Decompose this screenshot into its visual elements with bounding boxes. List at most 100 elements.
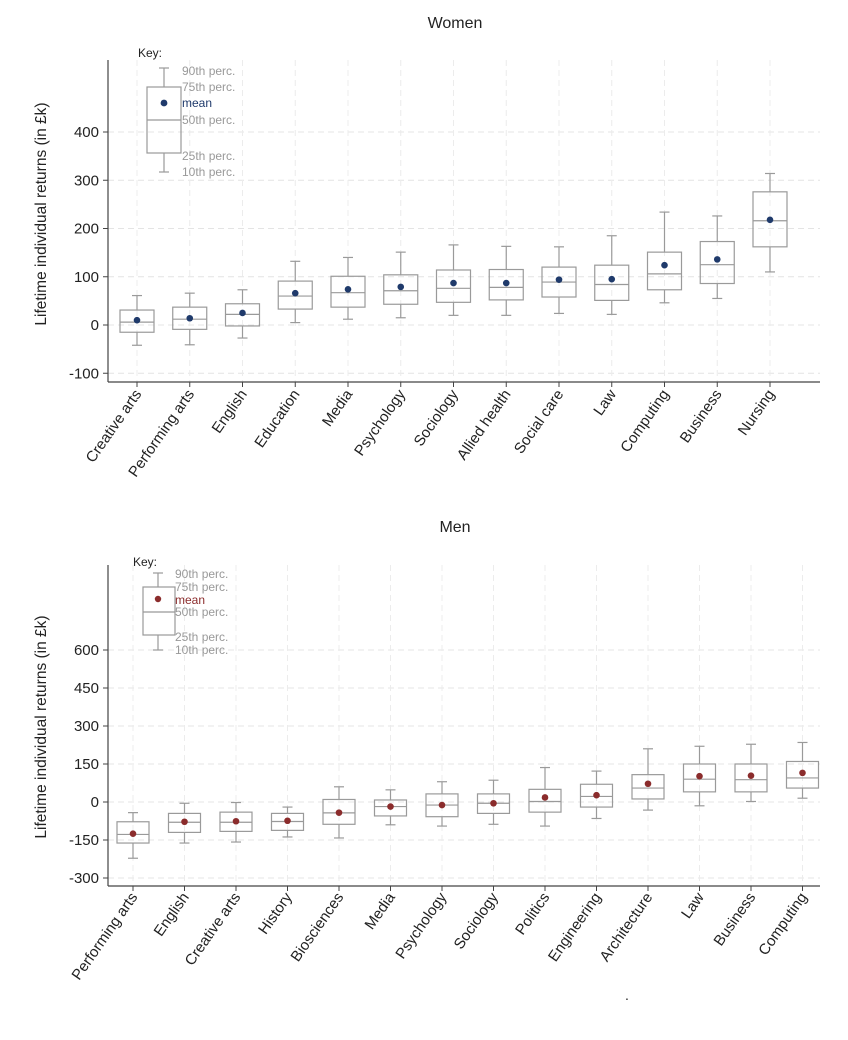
- women-key-p75: 75th perc.: [182, 80, 235, 94]
- men-boxes: [116, 741, 820, 859]
- men-x-tick-label: English: [151, 890, 193, 940]
- men-box-architecture: [631, 748, 665, 811]
- men-box-creative-arts: [219, 801, 253, 843]
- women-x-tick-label: Nursing: [735, 387, 779, 439]
- men-x-tick-label: Media: [361, 889, 399, 933]
- women-x-tick-label: Computing: [617, 387, 673, 456]
- men-y-tick-label: 150: [74, 756, 99, 773]
- women-x-tick-label: Law: [590, 386, 620, 418]
- men-y-tick-label: -150: [69, 832, 99, 849]
- men-box-law: [682, 745, 717, 807]
- mean-dot: [335, 809, 343, 816]
- mean-dot: [502, 279, 510, 287]
- men-key-p50: 50th perc.: [175, 605, 228, 619]
- women-box-media: [330, 256, 366, 320]
- mean-dot: [713, 256, 721, 263]
- men-y-tick-label: 300: [74, 718, 99, 735]
- men-box-politics: [528, 766, 562, 827]
- men-x-tick-label: Sociology: [451, 889, 503, 952]
- mean-dot: [490, 799, 497, 807]
- mean-dot: [747, 772, 755, 779]
- men-key: Key: 90th perc. 75th perc. mean 50th per…: [133, 555, 228, 657]
- mean-dot: [608, 275, 616, 283]
- men-x-tick-label: Computing: [755, 890, 811, 959]
- women-box-computing: [646, 211, 683, 304]
- men-key-mean: mean: [175, 593, 205, 607]
- mean-dot: [133, 316, 141, 324]
- mean-dot: [438, 801, 446, 809]
- women-chart-title: Women: [428, 15, 483, 32]
- women-x-tick-label: Education: [251, 387, 303, 451]
- mean-dot: [397, 283, 405, 291]
- mean-dot: [284, 817, 291, 825]
- men-key-p10: 10th perc.: [175, 643, 228, 657]
- men-key-p25: 25th perc.: [175, 630, 228, 644]
- men-box-sociology: [476, 779, 511, 825]
- women-y-axis-label: Lifetime individual returns (in £k): [33, 102, 50, 325]
- men-axes: [103, 565, 820, 891]
- women-y-tick-label: 400: [74, 124, 99, 141]
- mean-dot: [766, 216, 774, 224]
- women-box-english: [224, 289, 261, 339]
- men-x-tick-label: Biosciences: [287, 890, 347, 965]
- men-x-tick-label: Architecture: [596, 890, 656, 965]
- women-y-tick-label: 0: [91, 317, 99, 334]
- women-x-tick-label: English: [209, 387, 251, 437]
- mean-dot: [232, 817, 240, 825]
- men-key-box: [142, 586, 176, 636]
- women-box-social-care: [541, 246, 577, 315]
- women-box-creative-arts: [119, 294, 155, 346]
- men-y-tick-label: 450: [74, 680, 99, 697]
- men-y-tick-label: 0: [91, 794, 99, 811]
- women-box-sociology: [435, 244, 472, 316]
- women-y-tick-label: -100: [69, 365, 99, 382]
- men-box-media: [373, 789, 408, 826]
- women-box-law: [594, 235, 630, 315]
- stray-dot-mark: .: [625, 987, 629, 1003]
- mean-dot: [344, 285, 352, 293]
- men-y-tick-labels: -300 -150 0 150 300 450 600: [69, 642, 99, 887]
- men-key-p75: 75th perc.: [175, 580, 228, 594]
- men-box-history: [270, 806, 305, 838]
- women-box-performing-arts: [172, 292, 208, 346]
- women-box-business: [699, 215, 735, 300]
- mean-dot: [541, 794, 549, 801]
- men-chart-title: Men: [439, 519, 470, 536]
- men-x-tick-label: Engineering: [545, 890, 605, 965]
- women-box-allied-health: [488, 245, 524, 316]
- women-box-psychology: [383, 251, 419, 319]
- men-x-tick-label: Law: [678, 889, 708, 921]
- mean-dot: [593, 791, 600, 799]
- mean-dot: [186, 314, 194, 322]
- women-x-tick-label: Media: [319, 386, 357, 430]
- men-x-tick-label: Psychology: [392, 889, 450, 962]
- women-x-tick-label: Business: [677, 387, 726, 447]
- men-box-biosciences: [322, 786, 356, 839]
- women-key-p50: 50th perc.: [182, 113, 235, 127]
- men-box-psychology: [425, 781, 459, 827]
- women-x-tick-label: Psychology: [351, 386, 409, 459]
- women-box-education: [277, 260, 313, 324]
- mean-dot: [450, 279, 457, 287]
- men-key-mean-dot: [154, 595, 162, 603]
- women-key-mean: mean: [182, 96, 212, 110]
- women-key-p25: 25th perc.: [182, 149, 235, 163]
- mean-dot: [181, 818, 188, 826]
- women-key-label: Key:: [138, 46, 162, 60]
- women-y-tick-label: 200: [74, 221, 99, 238]
- women-axes: [103, 60, 820, 387]
- women-x-tick-label: Allied health: [454, 387, 515, 464]
- women-key-mean-dot: [160, 99, 168, 107]
- men-key-label: Key:: [133, 555, 157, 569]
- women-y-tick-label: 300: [74, 172, 99, 189]
- men-x-tick-label: Politics: [512, 890, 553, 939]
- mean-dot: [239, 309, 246, 317]
- women-x-tick-label: Sociology: [411, 386, 463, 449]
- mean-dot: [799, 769, 806, 777]
- men-grid: [108, 565, 820, 886]
